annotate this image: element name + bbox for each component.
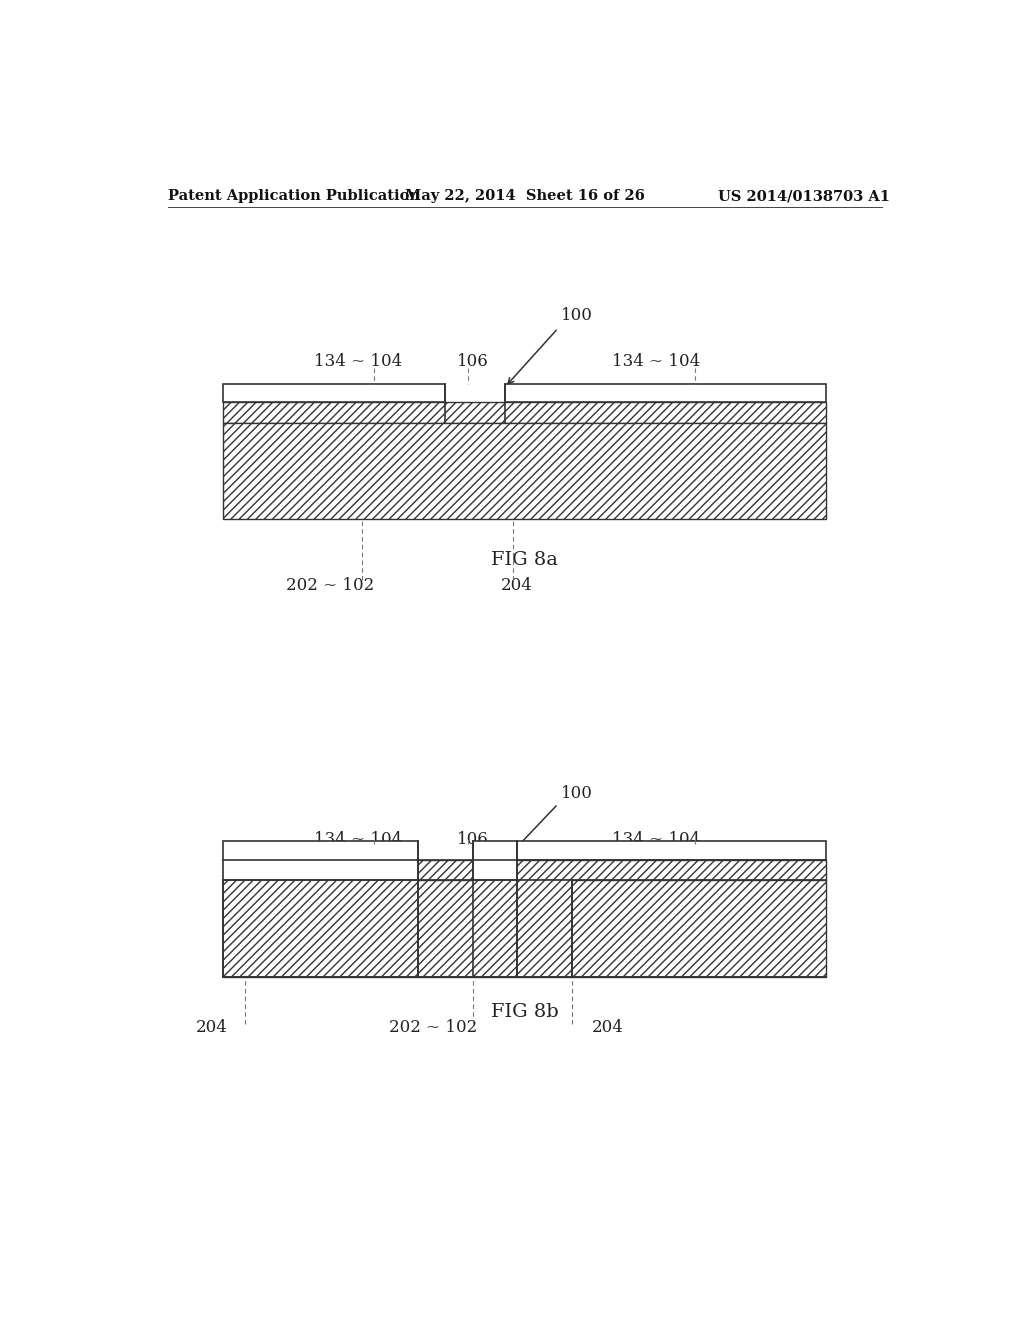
- Text: 202 ~ 102: 202 ~ 102: [287, 577, 375, 594]
- Bar: [223, 859, 826, 880]
- Text: 134 ~ 104: 134 ~ 104: [611, 354, 699, 370]
- Text: 202 ~ 102: 202 ~ 102: [389, 1019, 477, 1036]
- Bar: [223, 403, 826, 422]
- Text: FIG 8a: FIG 8a: [492, 550, 558, 569]
- Text: 100: 100: [560, 308, 592, 325]
- Text: US 2014/0138703 A1: US 2014/0138703 A1: [718, 189, 890, 203]
- Bar: [223, 422, 826, 519]
- Bar: [473, 841, 517, 880]
- Text: 204: 204: [501, 577, 532, 594]
- Text: 204: 204: [196, 1019, 227, 1036]
- Text: 100: 100: [560, 785, 592, 803]
- Bar: [223, 880, 418, 977]
- Text: 134 ~ 104: 134 ~ 104: [314, 354, 402, 370]
- Text: May 22, 2014  Sheet 16 of 26: May 22, 2014 Sheet 16 of 26: [404, 189, 645, 203]
- Text: FIG 8b: FIG 8b: [490, 1003, 559, 1022]
- Bar: [505, 384, 826, 403]
- Bar: [517, 841, 826, 859]
- Bar: [473, 880, 572, 977]
- Bar: [223, 880, 418, 977]
- Text: 134 ~ 104: 134 ~ 104: [611, 830, 699, 847]
- Text: Patent Application Publication: Patent Application Publication: [168, 189, 420, 203]
- Text: 134 ~ 104: 134 ~ 104: [314, 830, 402, 847]
- Bar: [223, 384, 445, 403]
- Text: 204: 204: [592, 1019, 624, 1036]
- Bar: [473, 880, 572, 977]
- Text: 106: 106: [458, 354, 489, 370]
- Bar: [223, 841, 418, 880]
- Text: 106: 106: [458, 830, 489, 847]
- Bar: [223, 880, 826, 977]
